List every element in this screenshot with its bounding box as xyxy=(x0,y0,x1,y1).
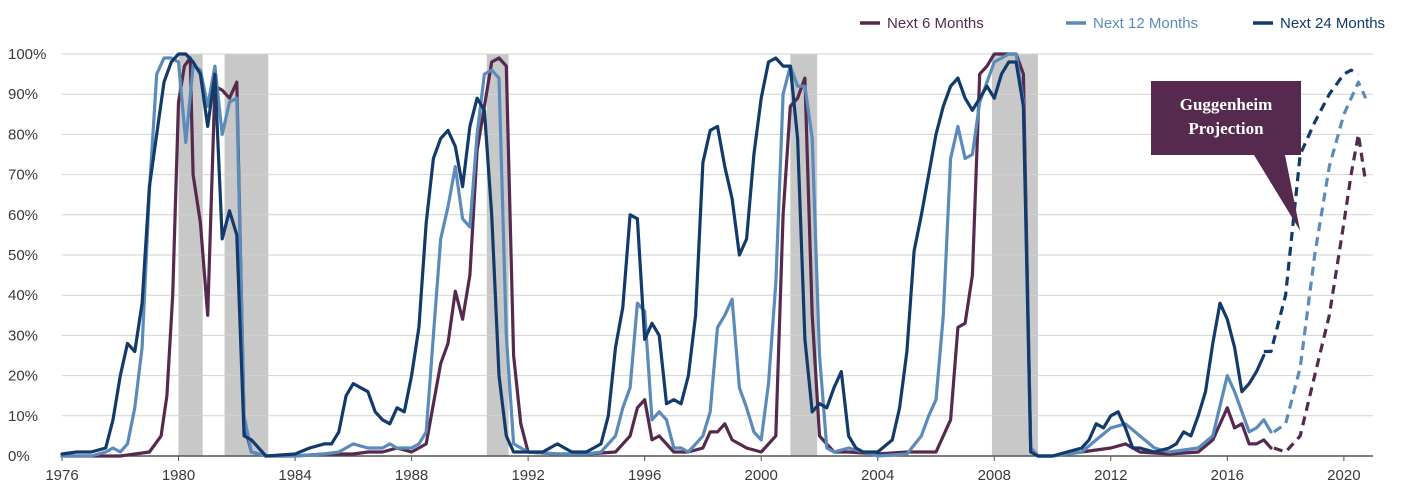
y-tick-label: 70% xyxy=(8,167,38,184)
projection-callout: Guggenheim Projection xyxy=(1151,81,1301,231)
x-tick-label: 1976 xyxy=(45,467,78,484)
x-axis: 1976 1980 1984 1988 1992 1996 2000 2004 2008 2012… xyxy=(45,455,1373,484)
legend-label: Next 12 Months xyxy=(1093,15,1198,32)
x-tick-label: 2000 xyxy=(745,467,778,484)
x-tick-label: 2012 xyxy=(1094,467,1127,484)
series-line-next-24-months xyxy=(60,52,1266,458)
y-tick-label: 100% xyxy=(8,46,46,63)
callout-text: Projection xyxy=(1188,119,1264,138)
legend-label: Next 24 Months xyxy=(1280,15,1385,32)
y-axis: 0% 10% 20% 30% 40% 50% 60% 70% 80% 90% 100% xyxy=(8,46,46,465)
callout-box xyxy=(1151,81,1301,231)
x-tick-label: 2004 xyxy=(861,467,894,484)
series-group xyxy=(60,52,1368,458)
y-tick-label: 80% xyxy=(8,126,38,143)
callout-text: Guggenheim xyxy=(1180,95,1273,114)
series-projection-next-6-months xyxy=(1273,132,1368,454)
y-tick-label: 30% xyxy=(8,327,38,344)
legend: Next 6 Months Next 12 Months Next 24 Month… xyxy=(860,15,1385,32)
legend-label: Next 6 Months xyxy=(887,15,984,32)
y-tick-label: 60% xyxy=(8,207,38,224)
x-tick-label: 1980 xyxy=(162,467,195,484)
x-tick-label: 1988 xyxy=(395,467,428,484)
series-projection-next-24-months xyxy=(1263,68,1360,354)
series-projection-next-12-months xyxy=(1272,80,1368,434)
x-tick-label: 2020 xyxy=(1327,467,1360,484)
x-tick-label: 1984 xyxy=(278,467,311,484)
x-tick-label: 1996 xyxy=(628,467,661,484)
y-tick-label: 90% xyxy=(8,86,38,103)
y-tick-label: 10% xyxy=(8,408,38,425)
y-tick-label: 20% xyxy=(8,368,38,385)
x-tick-label: 2008 xyxy=(978,467,1011,484)
x-tick-label: 2016 xyxy=(1211,467,1244,484)
y-tick-label: 40% xyxy=(8,287,38,304)
y-tick-label: 50% xyxy=(8,247,38,264)
x-tick-label: 1992 xyxy=(511,467,544,484)
y-tick-label: 0% xyxy=(8,448,30,465)
